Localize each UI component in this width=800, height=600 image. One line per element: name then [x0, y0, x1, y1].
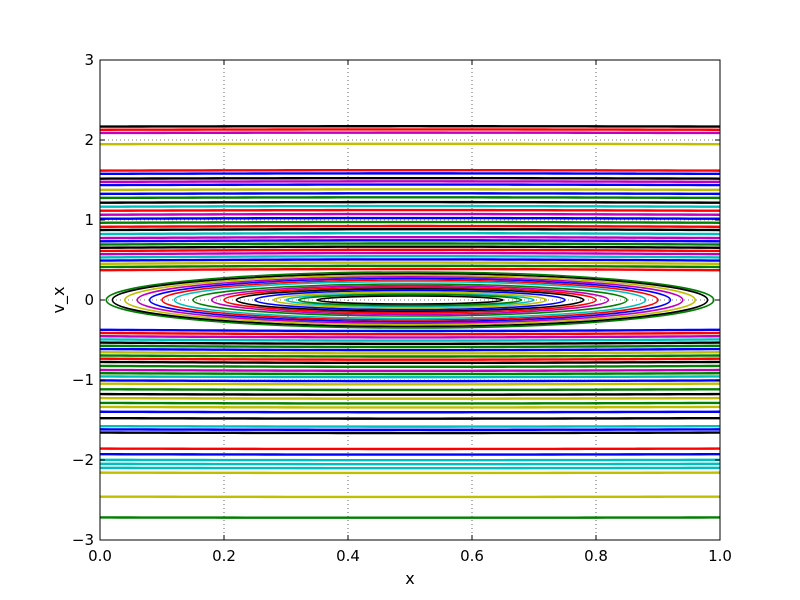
open-orbit-line: [100, 239, 720, 243]
x-axis-label: x: [405, 569, 414, 588]
open-orbit-line: [100, 364, 720, 369]
open-orbit-line: [100, 231, 720, 236]
open-orbit-line: [100, 242, 720, 246]
open-orbit-line: [100, 208, 720, 212]
open-orbit-line: [100, 360, 720, 365]
closed-orbit-ellipse: [235, 287, 585, 312]
open-orbit-line: [100, 392, 720, 396]
closed-orbit-ellipse: [161, 279, 659, 321]
open-orbit-line: [100, 379, 720, 383]
open-orbit-line: [100, 405, 720, 409]
closed-orbit-ellipse: [148, 277, 672, 323]
closed-orbit-ellipse: [173, 280, 647, 320]
closed-orbit-ellipse: [297, 293, 523, 307]
open-orbit-line: [100, 192, 720, 196]
open-orbit-line: [100, 196, 720, 200]
open-orbit-line: [100, 245, 720, 249]
y-tick-label: −1: [72, 371, 94, 389]
y-tick-label: 3: [84, 51, 94, 69]
y-tick-label: 1: [84, 211, 94, 229]
open-orbit-line: [100, 375, 720, 379]
open-orbit-line: [100, 227, 720, 232]
closed-orbit-ellipse: [111, 272, 709, 328]
ticks: [99, 59, 721, 541]
closed-orbit-ellipse: [105, 271, 715, 329]
closed-orbit-ellipse: [316, 295, 504, 305]
open-orbit-line: [100, 188, 720, 192]
closed-orbit-ellipse: [223, 286, 597, 314]
closed-orbit-ellipse: [272, 291, 548, 309]
closed-orbit-ellipse: [210, 284, 610, 316]
open-orbit-line: [100, 204, 720, 208]
closed-orbit-ellipse: [192, 283, 628, 317]
open-orbit-line: [100, 267, 720, 272]
open-orbit-line: [100, 372, 720, 376]
y-tick-label: −2: [72, 451, 94, 469]
open-orbit-line: [100, 357, 720, 361]
closed-orbit-ellipse: [254, 289, 566, 311]
open-orbit-line: [100, 410, 720, 414]
open-orbit-line: [100, 224, 720, 228]
open-orbit-line: [100, 382, 720, 386]
x-tick-label: 0.4: [336, 547, 360, 565]
x-tick-label: 1.0: [708, 547, 732, 565]
open-orbit-line: [100, 264, 720, 269]
open-orbit-line: [100, 388, 720, 392]
orbits: [100, 125, 720, 519]
y-tick-label: 2: [84, 131, 94, 149]
open-orbit-line: [100, 183, 720, 187]
open-orbit-line: [100, 220, 720, 224]
open-orbit-line: [100, 255, 720, 259]
open-orbit-line: [100, 344, 720, 349]
open-orbit-line: [100, 338, 720, 342]
x-tick-label: 0.2: [212, 547, 236, 565]
open-orbit-line: [100, 341, 720, 345]
x-tick-label: 0.8: [584, 547, 608, 565]
open-orbit-line: [100, 331, 720, 336]
open-orbit-line: [100, 401, 720, 405]
x-tick-label: 0.6: [460, 547, 484, 565]
y-tick-label: 0: [84, 291, 94, 309]
closed-orbit-ellipse: [123, 274, 697, 326]
open-orbit-line: [100, 328, 720, 333]
open-orbit-line: [100, 251, 720, 256]
open-orbit-line: [100, 212, 720, 216]
open-orbit-line: [100, 351, 720, 355]
y-tick-label: −3: [72, 531, 94, 549]
open-orbit-line: [100, 235, 720, 240]
open-orbit-line: [100, 396, 720, 400]
open-orbit-line: [100, 248, 720, 253]
y-axis-label: v_x: [49, 287, 69, 314]
open-orbit-line: [100, 261, 720, 265]
closed-orbit-ellipse: [136, 275, 684, 324]
open-orbit-line: [100, 347, 720, 352]
open-orbit-line: [100, 216, 720, 220]
open-orbit-line: [100, 354, 720, 358]
x-tick-label: 0.0: [88, 547, 112, 565]
open-orbit-line: [100, 200, 720, 204]
tick-labels: 0.0 0.2 0.4 0.6 0.8 1.0 3 2 1 0 −1 −2 −3: [72, 51, 732, 565]
open-orbit-line: [100, 335, 720, 339]
open-orbit-line: [100, 368, 720, 373]
open-orbit-line: [100, 258, 720, 262]
